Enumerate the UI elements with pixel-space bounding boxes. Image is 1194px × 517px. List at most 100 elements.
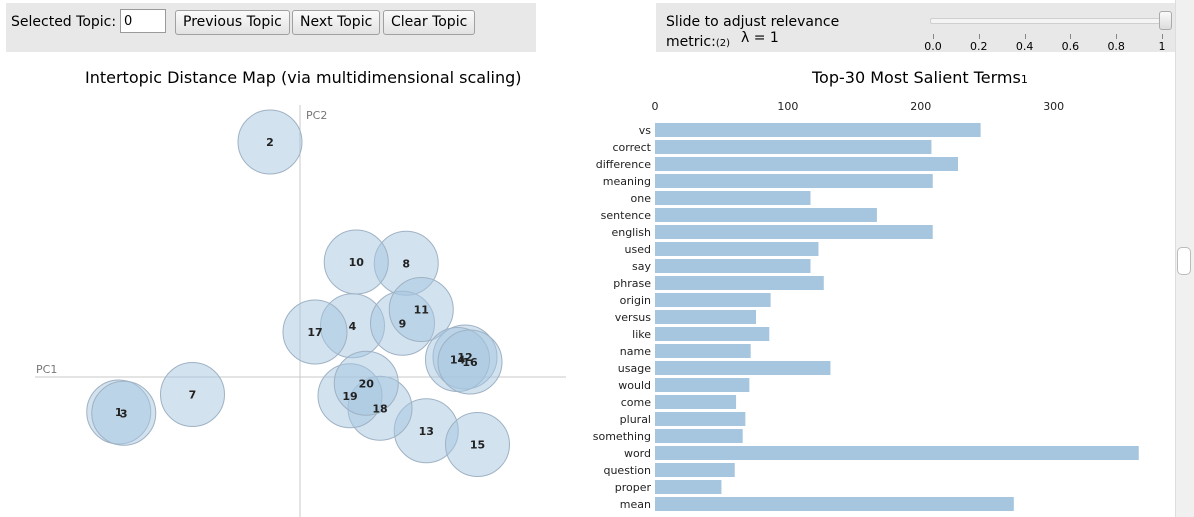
topic-label-2: 2 — [266, 136, 274, 149]
scrollbar-thumb[interactable] — [1177, 247, 1191, 275]
x-tick-label: 300 — [1043, 100, 1064, 113]
bar-like[interactable] — [655, 327, 770, 341]
term-label-meaning[interactable]: meaning — [603, 175, 651, 188]
x-tick-label: 100 — [777, 100, 798, 113]
relevance-slider-track[interactable] — [930, 18, 1166, 24]
bar-meaning[interactable] — [655, 174, 933, 188]
term-label-come[interactable]: come — [621, 396, 651, 409]
slider-tick-mark — [1024, 34, 1026, 39]
topic-circle-17[interactable] — [282, 299, 348, 365]
term-label-origin[interactable]: origin — [620, 294, 651, 307]
topic-label-3: 3 — [120, 407, 128, 420]
topic-label-19: 19 — [342, 390, 357, 403]
bar-usage[interactable] — [655, 361, 831, 375]
slider-tick-mark — [933, 34, 934, 39]
topic-label-18: 18 — [372, 402, 387, 415]
bar-sentence[interactable] — [655, 208, 877, 222]
bar-phrase[interactable] — [655, 276, 824, 290]
topic-label-7: 7 — [189, 389, 197, 402]
pc1-label: PC1 — [36, 363, 57, 376]
pc2-label: PC2 — [306, 109, 327, 122]
bar-would[interactable] — [655, 378, 750, 392]
term-label-something[interactable]: something — [593, 430, 651, 443]
bar-difference[interactable] — [655, 157, 959, 171]
bar-proper[interactable] — [655, 480, 722, 494]
intertopic-map-title: Intertopic Distance Map (via multidimens… — [85, 68, 522, 87]
topic-circle-15[interactable] — [445, 412, 510, 477]
term-label-plural[interactable]: plural — [620, 413, 651, 426]
bar-word[interactable] — [655, 446, 1139, 460]
slider-tick-label: 0.4 — [1015, 40, 1034, 53]
slider-metric-label: metric: — [666, 34, 716, 50]
bar-mean[interactable] — [655, 497, 1014, 511]
selected-topic-label: Selected Topic: — [11, 14, 117, 30]
term-label-proper[interactable]: proper — [615, 481, 652, 494]
term-label-phrase[interactable]: phrase — [613, 277, 651, 290]
slider-tick-label: 0.6 — [1061, 40, 1080, 53]
slider-tick-label: 0.2 — [970, 40, 988, 53]
topic-circle-16[interactable] — [437, 329, 503, 395]
term-label-english[interactable]: english — [611, 226, 651, 239]
selected-topic-input[interactable] — [120, 9, 166, 33]
topic-circle-11[interactable] — [388, 277, 454, 342]
topic-control-bar: Selected Topic: Previous Topic Next Topi… — [6, 3, 536, 52]
term-label-vs[interactable]: vs — [639, 124, 652, 137]
term-label-would[interactable]: would — [618, 379, 651, 392]
bar-say[interactable] — [655, 259, 811, 273]
topic-circle-10[interactable] — [323, 229, 389, 295]
bar-used[interactable] — [655, 242, 819, 256]
lambda-value: λ = 1 — [741, 30, 779, 46]
relevance-slider-thumb[interactable] — [1159, 11, 1172, 30]
bar-something[interactable] — [655, 429, 743, 443]
salient-terms-title-text: Top-30 Most Salient Terms — [812, 68, 1021, 87]
term-label-say[interactable]: say — [632, 260, 651, 273]
term-label-word[interactable]: word — [624, 447, 651, 460]
topic-label-20: 20 — [359, 377, 375, 390]
bar-origin[interactable] — [655, 293, 771, 307]
topic-circle-3[interactable] — [91, 380, 157, 446]
term-label-like[interactable]: like — [632, 328, 651, 341]
slider-label-line1: Slide to adjust relevance — [666, 14, 840, 30]
salient-terms-footnote: 1 — [1020, 73, 1028, 86]
x-tick-label: 0 — [652, 100, 659, 113]
bar-english[interactable] — [655, 225, 933, 239]
slider-tick-label: 0.0 — [924, 40, 942, 53]
topic-label-12: 12 — [457, 351, 472, 364]
bar-correct[interactable] — [655, 140, 932, 154]
bar-vs[interactable] — [655, 123, 981, 137]
next-topic-button[interactable]: Next Topic — [292, 10, 381, 35]
topic-label-4: 4 — [349, 320, 357, 333]
term-label-name[interactable]: name — [620, 345, 651, 358]
x-tick-label: 200 — [910, 100, 931, 113]
topic-circle-7[interactable] — [160, 362, 225, 427]
slider-label-line2: metric:(2) — [666, 34, 730, 50]
previous-topic-button[interactable]: Previous Topic — [175, 10, 290, 35]
term-label-versus[interactable]: versus — [615, 311, 652, 324]
topic-label-9: 9 — [399, 317, 407, 330]
bar-versus[interactable] — [655, 310, 757, 324]
topic-label-15: 15 — [470, 439, 485, 452]
slider-tick-label: 1 — [1158, 40, 1166, 53]
term-label-sentence[interactable]: sentence — [601, 209, 652, 222]
relevance-slider-bar: Slide to adjust relevance metric:(2) λ =… — [656, 3, 1176, 53]
term-label-usage[interactable]: usage — [618, 362, 651, 375]
slider-tick-label: 0.8 — [1107, 40, 1125, 53]
topic-circle-2[interactable] — [237, 109, 303, 175]
topic-circle-20[interactable] — [333, 350, 399, 416]
term-label-difference[interactable]: difference — [596, 158, 651, 171]
term-label-question[interactable]: question — [603, 464, 651, 477]
term-label-one[interactable]: one — [631, 192, 652, 205]
term-label-used[interactable]: used — [625, 243, 651, 256]
salient-terms-title: Top-30 Most Salient Terms1 — [812, 68, 1028, 87]
bar-question[interactable] — [655, 463, 735, 477]
bar-name[interactable] — [655, 344, 751, 358]
term-label-mean[interactable]: mean — [620, 498, 651, 511]
bar-plural[interactable] — [655, 412, 746, 426]
bar-come[interactable] — [655, 395, 737, 409]
topic-label-11: 11 — [414, 304, 429, 317]
bar-one[interactable] — [655, 191, 811, 205]
clear-topic-button[interactable]: Clear Topic — [383, 10, 476, 35]
slider-tick-mark — [1162, 34, 1163, 39]
term-label-correct[interactable]: correct — [612, 141, 651, 154]
